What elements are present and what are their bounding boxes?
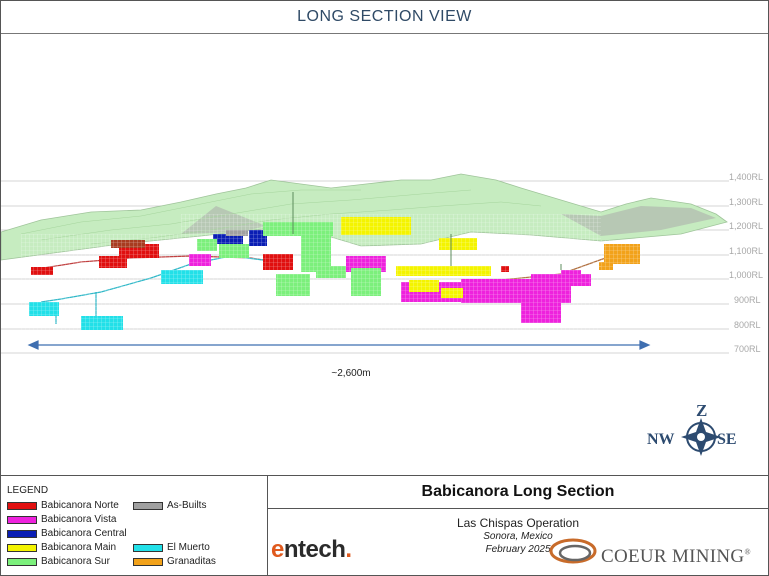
section-canvas: 1,400RL 1,300RL 1,200RL 1,100RL 1,000RL … [0,172,763,456]
elevation-label-700: 700RL [734,344,761,354]
coeur-swirl-icon [549,538,597,564]
title-block-footer: LEGEND Babicanora Norte Babicanora Vista… [1,475,768,576]
elevation-label-800: 800RL [734,320,761,330]
legend: LEGEND Babicanora Norte Babicanora Vista… [1,476,268,576]
shafts [292,192,562,270]
header-title: LONG SECTION VIEW [297,8,472,25]
coeur-mining-logo: COEUR MINING® [549,536,764,570]
operation-name: Las Chispas Operation [456,516,580,530]
legend-swatch [7,544,37,552]
stope-block-texture [21,214,643,334]
elevation-label-1100: 1,100RL [729,246,763,256]
elevation-label-1400: 1,400RL [729,172,763,182]
elevation-label-1300: 1,300RL [729,197,763,207]
elevation-label-900: 900RL [734,295,761,305]
elevation-label-1200: 1,200RL [729,221,763,231]
drawing-title: Babicanora Long Section [268,476,768,509]
compass-east: SE [717,431,737,448]
legend-swatch [7,516,37,524]
legend-swatch [7,530,37,538]
drawing-info: Las Chispas Operation Sonora, Mexico Feb… [268,516,768,556]
compass-north: Z [696,401,707,420]
compass-west: NW [647,431,675,448]
date: February 2025 [485,544,551,555]
legend-swatch [7,558,37,566]
legend-swatch [133,544,163,552]
legend-swatch [133,502,163,510]
compass-rose: Z NW SE [647,401,737,456]
location: Sonora, Mexico [483,531,553,542]
scale-label: ~2,600m [331,368,370,379]
registered-mark: ® [744,547,751,557]
terrain-shadow [181,206,716,236]
coeur-wordmark: COEUR MINING [601,546,745,567]
legend-title: LEGEND [7,485,49,496]
legend-swatch [7,502,37,510]
scale-bar [27,340,651,350]
elevation-label-1000: 1,000RL [729,270,763,280]
legend-swatch [133,558,163,566]
long-section-diagram: 1,400RL 1,300RL 1,200RL 1,100RL 1,000RL … [0,34,768,474]
entech-logo: entech. [271,536,352,563]
page-header: LONG SECTION VIEW [1,1,768,34]
